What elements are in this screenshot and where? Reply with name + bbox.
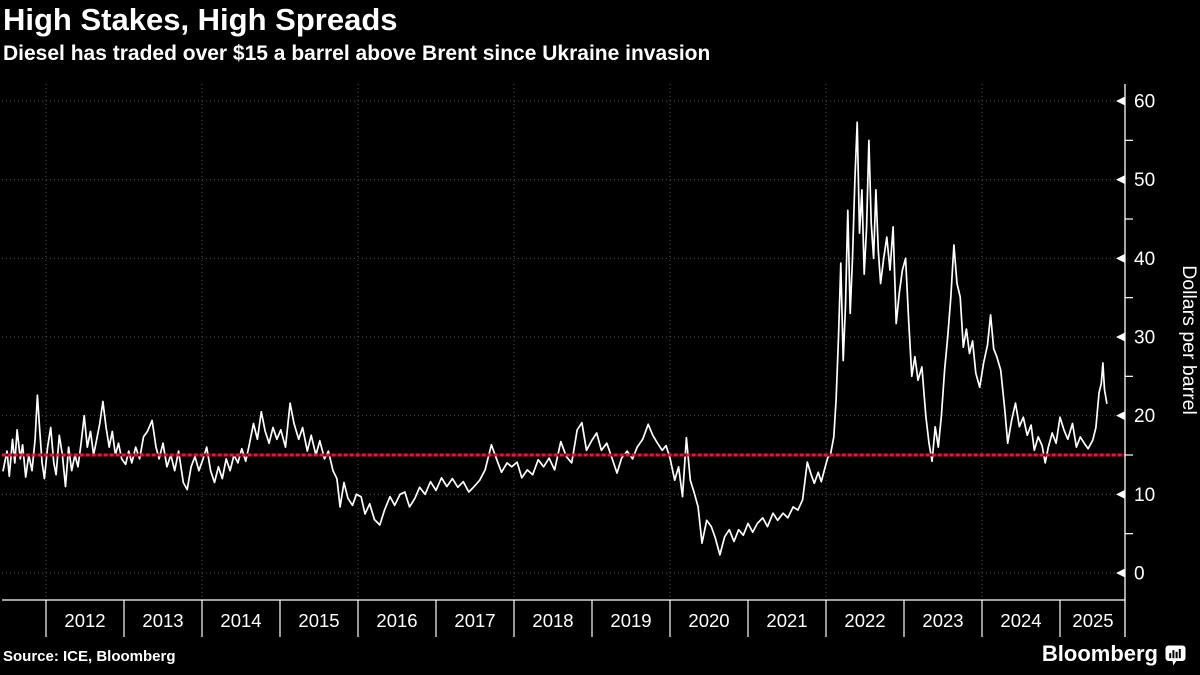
x-tick-label: 2012 bbox=[64, 610, 105, 631]
y-tick-label: 20 bbox=[1134, 406, 1155, 427]
y-axis-title: Dollars per barrel bbox=[1178, 265, 1200, 415]
x-tick-label: 2020 bbox=[688, 610, 729, 631]
source-credit: Source: ICE, Bloomberg bbox=[3, 648, 176, 665]
x-tick-label: 2015 bbox=[298, 610, 339, 631]
x-tick-label: 2024 bbox=[1000, 610, 1041, 631]
y-tick-arrow bbox=[1116, 96, 1125, 106]
x-tick-label: 2019 bbox=[610, 610, 651, 631]
y-tick-arrow bbox=[1116, 411, 1125, 421]
x-tick-label: 2025 bbox=[1072, 610, 1113, 631]
x-tick-label: 2017 bbox=[454, 610, 495, 631]
chart-subtitle: Diesel has traded over $15 a barrel abov… bbox=[3, 42, 711, 65]
x-tick-label: 2023 bbox=[922, 610, 963, 631]
bloomberg-logo-text: Bloomberg bbox=[1041, 641, 1158, 666]
y-tick-label: 40 bbox=[1134, 249, 1155, 270]
x-tick-label: 2018 bbox=[532, 610, 573, 631]
bloomberg-logo-icon bbox=[1165, 645, 1186, 666]
series-line bbox=[2, 121, 1108, 556]
x-tick-label: 2016 bbox=[376, 610, 417, 631]
x-tick-label: 2021 bbox=[766, 610, 807, 631]
chart-title: High Stakes, High Spreads bbox=[3, 2, 398, 37]
y-tick-arrow bbox=[1116, 568, 1125, 578]
y-tick-label: 60 bbox=[1134, 91, 1155, 112]
y-tick-arrow bbox=[1116, 332, 1125, 342]
x-tick-label: 2014 bbox=[220, 610, 261, 631]
y-tick-arrow bbox=[1116, 175, 1125, 185]
y-tick-arrow bbox=[1116, 489, 1125, 499]
y-tick-label: 0 bbox=[1134, 564, 1145, 585]
x-tick-label: 2022 bbox=[844, 610, 885, 631]
x-tick-label: 2013 bbox=[142, 610, 183, 631]
y-tick-label: 30 bbox=[1134, 327, 1155, 348]
y-tick-arrow bbox=[1116, 253, 1125, 263]
y-tick-label: 50 bbox=[1134, 170, 1155, 191]
y-tick-label: 10 bbox=[1134, 485, 1155, 506]
